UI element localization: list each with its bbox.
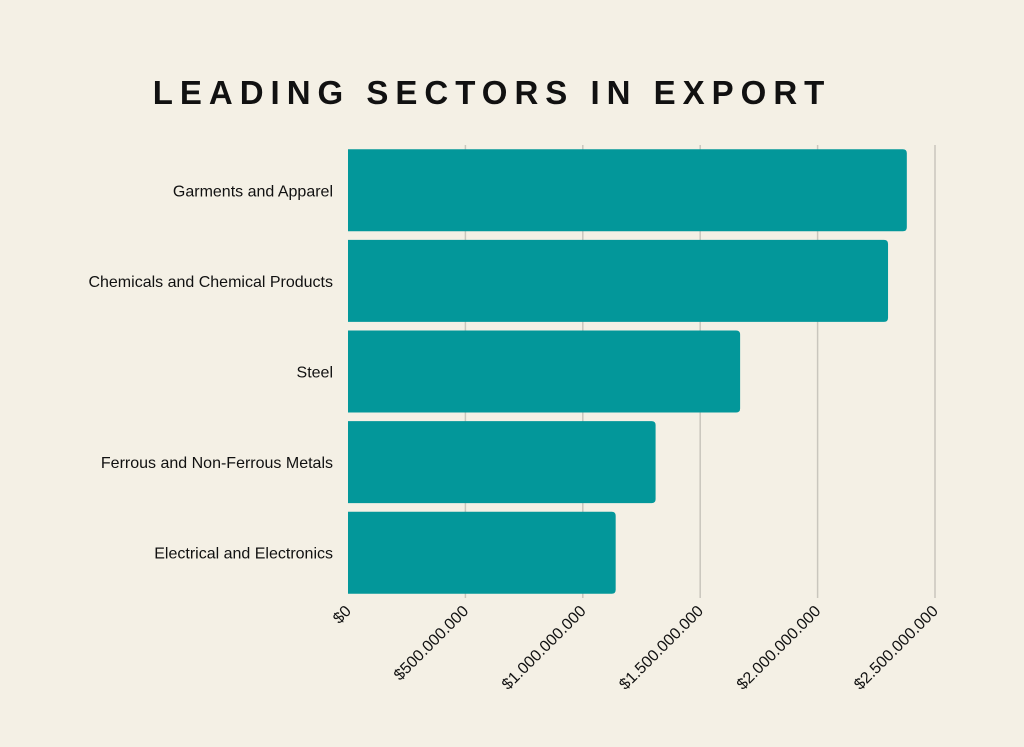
bar xyxy=(348,239,889,322)
bar xyxy=(348,511,616,594)
chart-title: LEADING SECTORS IN EXPORT xyxy=(152,74,832,111)
category-label: Electrical and Electronics xyxy=(154,546,333,563)
x-tick-label: $2.000.000.000 xyxy=(734,603,825,694)
bar xyxy=(348,330,741,413)
bar xyxy=(348,149,907,232)
category-label: Ferrous and Non-Ferrous Metals xyxy=(101,455,333,472)
x-tick-label: $2.500.000.000 xyxy=(851,603,942,694)
x-tick-label: $1.500.000.000 xyxy=(616,603,707,694)
category-label: Steel xyxy=(297,365,333,382)
x-tick-label: $1.000.000.000 xyxy=(499,603,590,694)
category-labels: Garments and Apparel Chemicals and Chemic… xyxy=(88,183,333,562)
category-label: Chemicals and Chemical Products xyxy=(88,274,333,291)
x-tick-label: $500.000.000 xyxy=(391,603,472,684)
x-tick-label: $0 xyxy=(330,603,355,628)
x-tick-labels: $0 $500.000.000 $1.000.000.000 $1.500.000.0… xyxy=(330,603,942,694)
category-label: Garments and Apparel xyxy=(173,183,333,200)
bars xyxy=(348,149,907,594)
bar xyxy=(348,421,656,504)
